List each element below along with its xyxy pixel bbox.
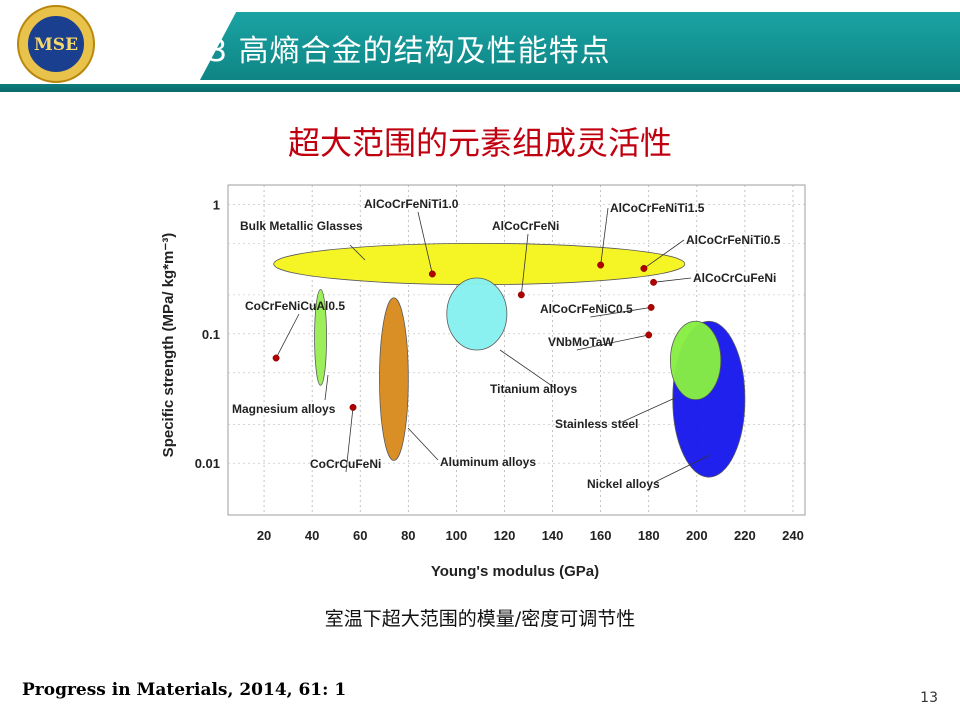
region-magnesium-alloys (314, 289, 327, 386)
y-tick-label: 0.1 (202, 327, 220, 342)
point-label: VNbMoTaW (548, 335, 614, 349)
x-tick-label: 240 (782, 528, 804, 543)
data-point (647, 303, 655, 311)
region-titanium-alloys (446, 277, 508, 351)
x-tick-label: 220 (734, 528, 756, 543)
data-point (645, 331, 653, 339)
leader-line (275, 313, 300, 359)
region-label: Nickel alloys (587, 477, 660, 491)
chart-leader-lines (275, 207, 711, 483)
leader-line (417, 211, 433, 275)
y-tick-label: 0.01 (195, 456, 220, 471)
region-aluminum-alloys (379, 297, 409, 461)
data-point (272, 354, 280, 362)
ashby-chart: AlCoCrFeNiTi1.0 AlCoCrFeNi AlCoCrFeNiTi1.5… (160, 184, 806, 580)
logo-text: MSE (34, 35, 78, 55)
x-tick-label: 160 (590, 528, 612, 543)
leader-line (590, 307, 652, 318)
y-tick-label: 1 (213, 197, 220, 212)
region-label: Magnesium alloys (232, 402, 336, 416)
reference-citation: Progress in Materials, 2014, 61: 1 (22, 680, 347, 700)
leader-line (499, 349, 556, 389)
chart-ticks: 20 40 60 80 100 120 140 160 180 200 220 240 1 0.1 0.01 (195, 197, 804, 543)
point-label: CoCrCuFeNi (310, 457, 381, 471)
slide-section-title: 3 高熵合金的结构及性能特点 (208, 34, 611, 69)
leader-line (407, 427, 439, 461)
chart-points (272, 261, 657, 411)
slide-subtitle: 超大范围的元素组成灵活性 (287, 124, 672, 162)
x-tick-label: 140 (542, 528, 564, 543)
data-point (597, 261, 605, 269)
point-label: AlCoCrFeNiTi1.0 (364, 197, 459, 211)
chart-caption: 室温下超大范围的模量/密度可调节性 (324, 608, 636, 630)
header-band (150, 12, 960, 80)
point-label: AlCoCrCuFeNi (693, 271, 776, 285)
y-axis-title: Specific strength (MPa/ kg*m⁻³) (160, 233, 177, 458)
leader-line (324, 374, 329, 401)
leader-line (345, 407, 354, 473)
x-tick-label: 80 (401, 528, 415, 543)
x-tick-label: 180 (638, 528, 660, 543)
leader-line (349, 244, 366, 261)
data-point (428, 270, 436, 278)
x-axis-title: Young's modulus (GPa) (431, 563, 599, 580)
x-tick-label: 100 (446, 528, 468, 543)
region-stainless-steel (669, 320, 722, 401)
page-number: 13 (920, 690, 938, 706)
leader-line (520, 233, 529, 295)
leader-line (643, 239, 685, 269)
data-point (650, 278, 657, 286)
data-point (640, 265, 648, 272)
point-label: AlCoCrFeNiTi1.5 (610, 201, 705, 215)
leader-line (654, 454, 711, 483)
region-label: Stainless steel (555, 417, 638, 431)
point-label: AlCoCrFeNiC0.5 (540, 302, 633, 316)
leader-line (576, 334, 649, 351)
point-label: CoCrFeNiCuAl0.5 (245, 299, 345, 313)
region-label: Titanium alloys (490, 382, 577, 396)
leader-line (621, 397, 676, 423)
x-tick-label: 20 (257, 528, 271, 543)
leader-line (600, 207, 609, 266)
region-label: Bulk Metallic Glasses (240, 219, 363, 233)
region-label: Aluminum alloys (440, 455, 536, 469)
mse-logo-icon: MSE (17, 5, 95, 83)
chart-labels: AlCoCrFeNiTi1.0 AlCoCrFeNi AlCoCrFeNiTi1.5… (232, 197, 781, 491)
x-tick-label: 200 (686, 528, 708, 543)
x-tick-label: 40 (305, 528, 319, 543)
chart-regions (273, 242, 746, 478)
x-tick-label: 120 (494, 528, 516, 543)
data-point (349, 403, 357, 411)
data-point (517, 291, 525, 299)
point-label: AlCoCrFeNiTi0.5 (686, 233, 781, 247)
slide-header: MSE 3 高熵合金的结构及性能特点 (0, 0, 960, 92)
header-underline (0, 84, 960, 92)
leader-line (653, 277, 692, 283)
point-label: AlCoCrFeNi (492, 219, 559, 233)
x-tick-label: 60 (353, 528, 367, 543)
